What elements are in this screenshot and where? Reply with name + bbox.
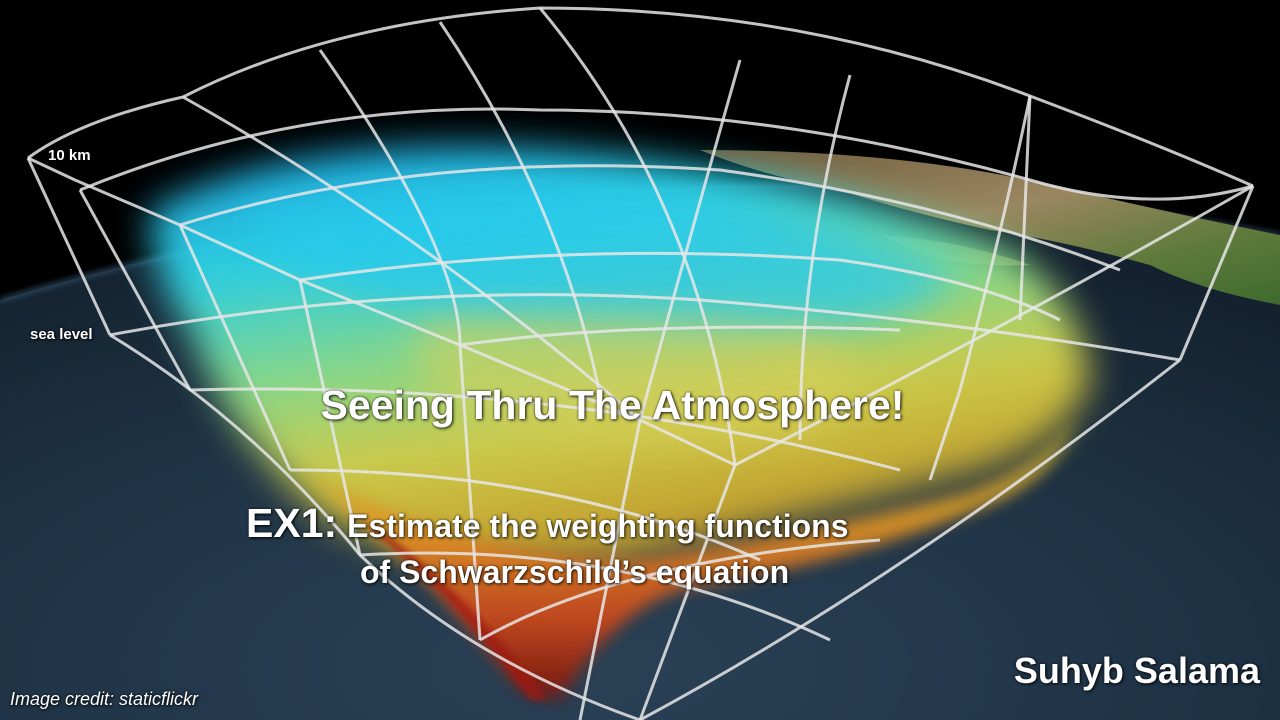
exercise-text-line-1: Estimate the weighting functions — [347, 508, 849, 544]
altitude-label-sea-level: sea level — [30, 326, 93, 343]
author-name: Suhyb Salama — [1013, 650, 1260, 691]
exercise-block: EX1: Estimate the weighting functions of … — [246, 500, 849, 590]
altitude-label-top: 10 km — [48, 147, 91, 164]
storm-data-volume — [150, 146, 1090, 700]
slide-title: Seeing Thru The Atmosphere! — [320, 382, 905, 428]
exercise-label: EX1: — [246, 500, 338, 546]
wireframe-grid — [26, 6, 1255, 720]
exercise-text-line-2: of Schwarzschild’s equation — [360, 554, 790, 590]
image-credit: Image credit: staticflickr — [10, 689, 199, 709]
